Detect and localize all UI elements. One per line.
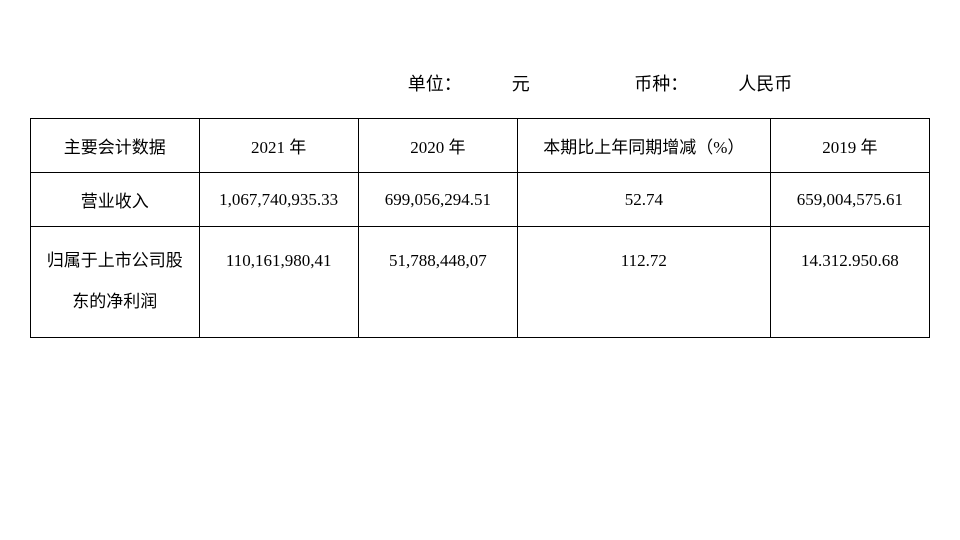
currency-label: 币种： <box>634 74 688 94</box>
unit-label: 单位： <box>408 74 462 94</box>
cell-2021: 110,161,980,41 <box>199 227 358 338</box>
table-row: 营业收入 1,067,740,935.33 699,056,294.51 52.… <box>31 173 930 227</box>
currency-block: 币种： 人民币 <box>634 74 842 94</box>
cell-2019: 14.312.950.68 <box>770 227 929 338</box>
col-header-2019: 2019 年 <box>770 119 929 173</box>
cell-change: 112.72 <box>517 227 770 338</box>
unit-value: 元 <box>512 74 530 94</box>
currency-value: 人民币 <box>738 74 792 94</box>
unit-block: 单位： 元 <box>408 74 580 94</box>
table-row: 归属于上市公司股东的净利润 110,161,980,41 51,788,448,… <box>31 227 930 338</box>
cell-change: 52.74 <box>517 173 770 227</box>
row-label-text: 归属于上市公司股东的净利润 <box>47 241 183 323</box>
table-header-row: 主要会计数据 2021 年 2020 年 本期比上年同期增减（%） 2019 年 <box>31 119 930 173</box>
table-header-meta: 单位： 元 币种： 人民币 <box>30 70 930 96</box>
cell-2021: 1,067,740,935.33 <box>199 173 358 227</box>
financial-data-table: 主要会计数据 2021 年 2020 年 本期比上年同期增减（%） 2019 年… <box>30 118 930 338</box>
col-header-2021: 2021 年 <box>199 119 358 173</box>
cell-2019: 659,004,575.61 <box>770 173 929 227</box>
col-header-change: 本期比上年同期增减（%） <box>517 119 770 173</box>
cell-2020: 51,788,448,07 <box>358 227 517 338</box>
col-header-2020: 2020 年 <box>358 119 517 173</box>
cell-2020: 699,056,294.51 <box>358 173 517 227</box>
col-header-metric: 主要会计数据 <box>31 119 200 173</box>
row-label: 归属于上市公司股东的净利润 <box>31 227 200 338</box>
row-label: 营业收入 <box>31 173 200 227</box>
